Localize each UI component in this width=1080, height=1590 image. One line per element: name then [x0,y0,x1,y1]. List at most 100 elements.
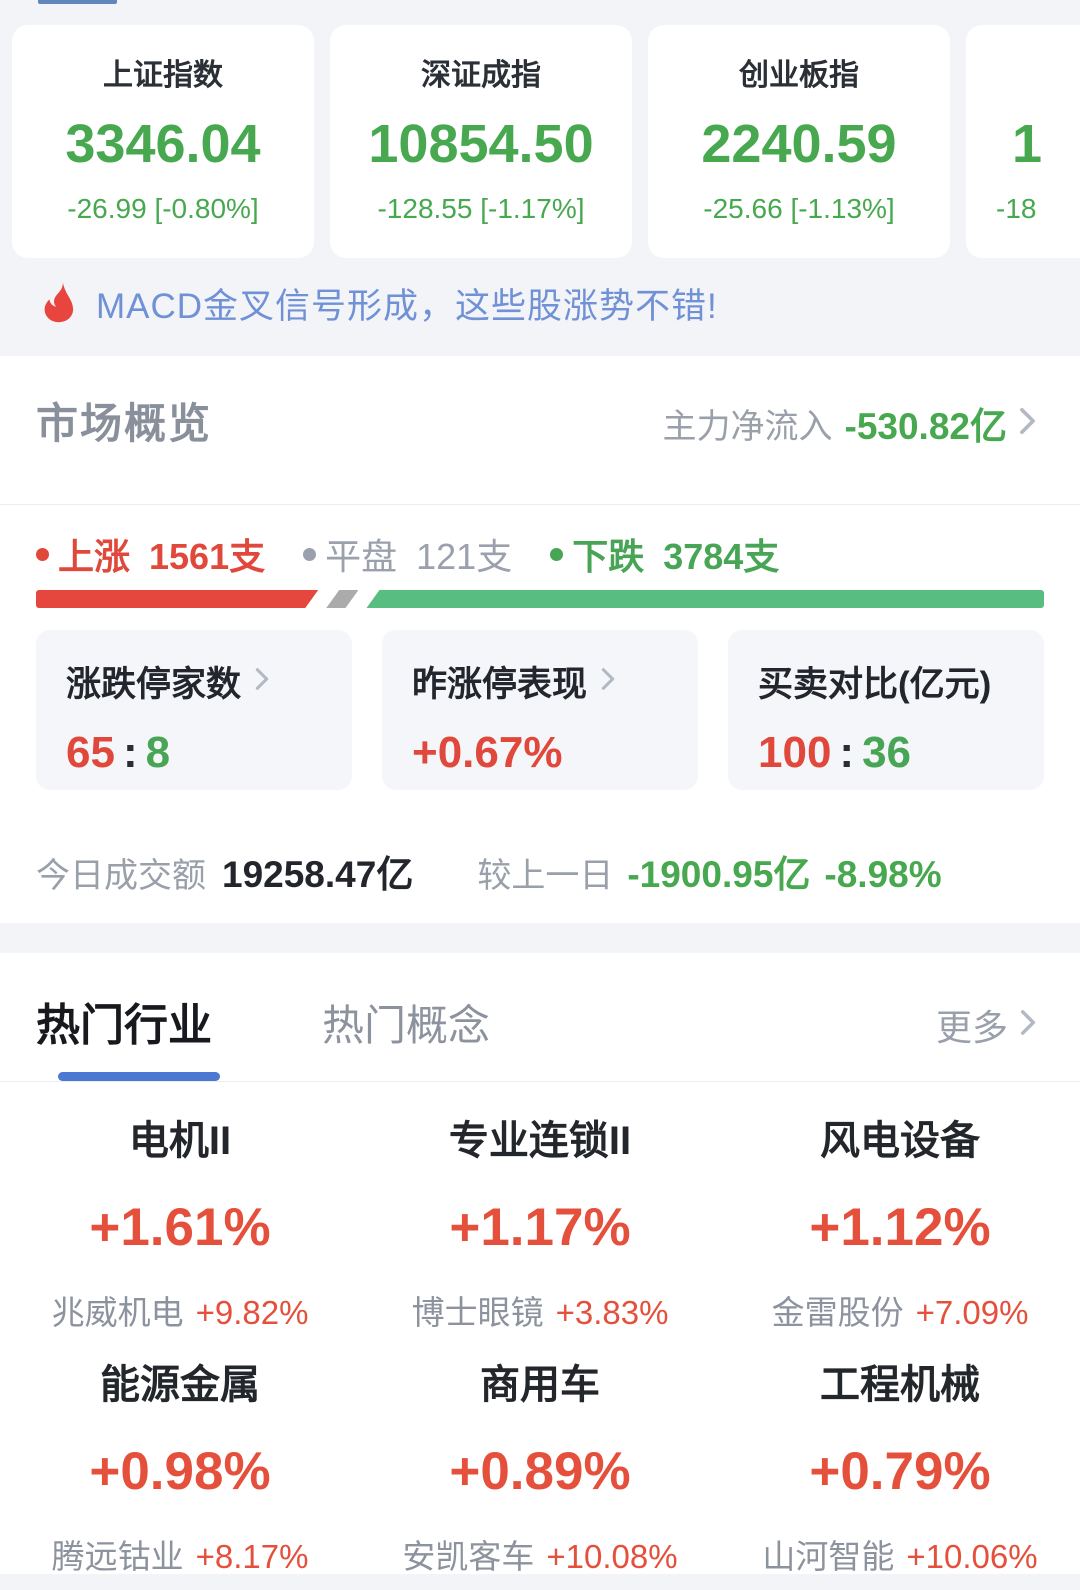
stock-name: 山河智能 [762,1538,895,1575]
index-name: 创业板指 [739,58,859,92]
stat-title: 涨跌停家数 [66,665,242,704]
stock-percent: +10.08% [546,1538,678,1575]
index-card-partial[interactable]: 1 -18 [966,25,1080,258]
more-label: 更多 [935,1007,1008,1048]
index-value: 3346.04 [65,113,261,174]
value-separator: : [839,728,855,777]
banner-text: MACD金叉信号形成，这些股涨势不错! [96,286,718,326]
stock-name: 金雷股份 [771,1294,904,1331]
market-overview-panel: 市场概览 主力净流入 -530.82亿 上涨 1561支 平盘 121支 下跌 [0,356,1080,923]
yesterday-limitup-card[interactable]: 昨涨停表现 +0.67% [382,630,698,790]
macd-signal-banner[interactable]: MACD金叉信号形成，这些股涨势不错! [40,272,718,334]
vs-previous-value: -1900.95亿 -8.98% [627,844,941,898]
buy-sell-ratio-card[interactable]: 买卖对比(亿元) 100:36 [728,630,1044,790]
leading-stock: 博士眼镜 +3.83% [360,1296,720,1329]
flat-value: 121支 [416,536,513,577]
stat-value: 100:36 [758,731,1014,775]
chevron-right-icon [255,667,269,696]
index-name: 上证指数 [103,58,223,92]
net-inflow-label: 主力净流入 [662,407,833,446]
industry-name: 风电设备 [820,1119,980,1163]
stock-name: 安凯客车 [402,1538,535,1575]
decliners-count: 下跌 3784支 [550,528,779,580]
stat-value: +0.67% [412,728,563,777]
divider [0,504,1080,505]
index-change: -25.66 [-1.13%] [703,192,895,224]
index-value: 1 [1012,113,1043,174]
industry-name: 工程机械 [820,1363,980,1407]
index-cards-row: 上证指数 3346.04 -26.99 [-0.80%] 深证成指 10854.… [12,25,1080,258]
flame-icon [40,278,78,329]
index-value: 10854.50 [368,113,594,174]
tab-hot-concept[interactable]: 热门概念 [322,1002,491,1049]
index-change: -18 [996,192,1037,224]
advance-decline-counts: 上涨 1561支 平盘 121支 下跌 3784支 [36,528,779,580]
advancers-label: 上涨 [58,536,131,577]
leading-stock: 安凯客车 +10.08% [360,1540,720,1573]
limit-updown-card[interactable]: 涨跌停家数 65:8 [36,630,352,790]
green-dot-icon [550,547,564,561]
limit-down-count: 8 [145,728,171,777]
bar-segment-flat [326,590,358,608]
industry-cell[interactable]: 风电设备 +1.12% 金雷股份 +7.09% [720,1121,1080,1329]
decliners-value: 3784支 [663,536,780,577]
industry-cell[interactable]: 商用车 +0.89% 安凯客车 +10.08% [360,1365,720,1573]
stock-percent: +3.83% [555,1294,669,1331]
vs-amount: -1900.95亿 [627,854,811,895]
leading-stock: 山河智能 +10.06% [720,1540,1080,1573]
chevron-right-icon [1019,407,1036,440]
vs-previous-label: 较上一日 [477,857,614,895]
industry-name: 商用车 [480,1363,600,1407]
index-change: -26.99 [-0.80%] [67,192,259,224]
active-tab-indicator [58,1072,220,1081]
stat-title: 买卖对比(亿元) [758,665,992,704]
index-name: 深证成指 [421,58,541,92]
stock-name: 博士眼镜 [411,1294,544,1331]
index-card-chinext[interactable]: 创业板指 2240.59 -25.66 [-1.13%] [648,25,950,258]
flat-count: 平盘 121支 [303,528,512,580]
index-card-shenzhen[interactable]: 深证成指 10854.50 -128.55 [-1.17%] [330,25,632,258]
turnover-label: 今日成交额 [36,857,206,895]
net-inflow-link[interactable]: 主力净流入 -530.82亿 [663,396,1037,450]
turnover-row: 今日成交额 19258.47亿 较上一日 -1900.95亿 -8.98% [36,844,942,898]
sell-amount: 36 [862,728,912,777]
tab-hot-industry[interactable]: 热门行业 [36,1001,212,1050]
chevron-right-icon [601,667,615,696]
advancers-count: 上涨 1561支 [36,528,265,580]
industry-percent: +1.61% [89,1198,271,1257]
stat-value: 65:8 [66,731,322,775]
industry-name: 专业连锁II [448,1119,632,1163]
industry-name: 电机II [128,1119,232,1163]
index-card-shanghai[interactable]: 上证指数 3346.04 -26.99 [-0.80%] [12,25,314,258]
hot-sectors-panel: 热门行业 热门概念 更多 电机II +1.61% 兆威机电 +9.82% 专业连锁… [0,953,1080,1574]
advance-decline-bar [36,590,1044,608]
industry-cell[interactable]: 工程机械 +0.79% 山河智能 +10.06% [720,1365,1080,1573]
stock-name: 兆威机电 [51,1294,184,1331]
industry-cell[interactable]: 专业连锁II +1.17% 博士眼镜 +3.83% [360,1121,720,1329]
top-accent-bar [38,0,117,4]
bar-segment-down [366,590,1044,608]
stat-title: 昨涨停表现 [412,665,588,704]
industry-percent: +1.12% [809,1198,991,1257]
leading-stock: 金雷股份 +7.09% [720,1296,1080,1329]
bar-segment-up [36,590,318,608]
more-link[interactable]: 更多 [936,999,1036,1051]
section-title-market-overview: 市场概览 [36,400,213,447]
chevron-right-icon [1020,1009,1036,1041]
industry-percent: +0.98% [89,1442,271,1501]
vs-percent: -8.98% [824,854,942,895]
stock-percent: +10.06% [906,1538,1038,1575]
industry-percent: +0.79% [809,1442,991,1501]
leading-stock: 兆威机电 +9.82% [0,1296,360,1329]
divider [0,1081,1080,1082]
industry-cell[interactable]: 能源金属 +0.98% 腾远钴业 +8.17% [0,1365,360,1573]
stock-percent: +9.82% [195,1294,309,1331]
industry-name: 能源金属 [100,1363,260,1407]
red-dot-icon [36,547,49,561]
stock-percent: +7.09% [915,1294,1029,1331]
industry-cell[interactable]: 电机II +1.61% 兆威机电 +9.82% [0,1121,360,1329]
buy-amount: 100 [758,728,832,777]
gray-dot-icon [303,547,317,561]
industry-percent: +0.89% [449,1442,631,1501]
